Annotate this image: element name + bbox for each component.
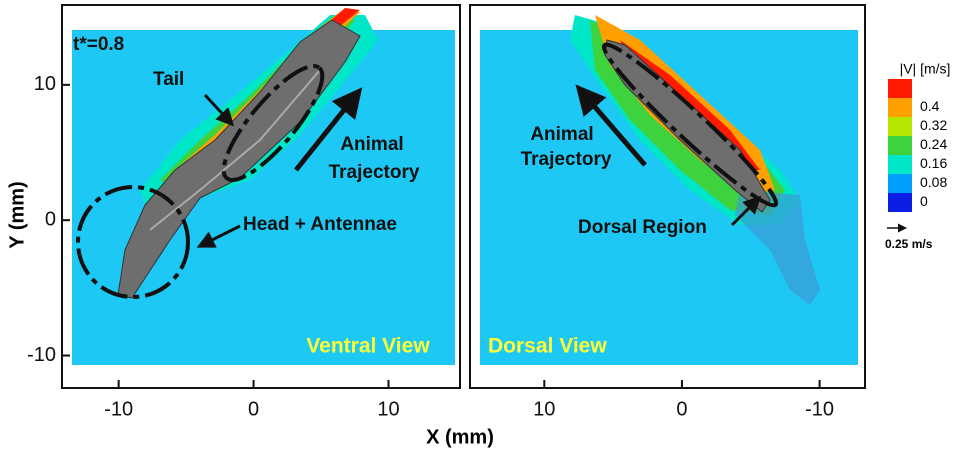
annotation: Animal: [530, 124, 593, 145]
colorbar-tick-label: 0: [920, 193, 928, 209]
x-tick-label: 10: [377, 398, 399, 420]
colorbar: 0.4 0.32 0.24 0.16 0.08 0: [888, 79, 947, 212]
reference-vector-label: 0.25 m/s: [885, 237, 933, 251]
x-tick-label: 0: [248, 398, 259, 420]
x-tick-label: 10: [533, 398, 555, 420]
colorbar-tick-label: 0.24: [920, 136, 947, 152]
y-tick-label: 10: [34, 73, 56, 95]
x-tick-label: 0: [676, 398, 687, 420]
colorbar-swatch: [888, 155, 912, 174]
annotation: Dorsal Region: [578, 217, 707, 238]
y-tick-label: -10: [27, 344, 56, 366]
colorbar-swatch: [888, 174, 912, 193]
y-axis-label: Y (mm): [6, 181, 28, 248]
annotation: Tail: [153, 69, 184, 90]
colorbar-tick-label: 0.32: [920, 117, 947, 133]
colorbar-swatch: [888, 79, 912, 98]
annotation: t*=0.8: [73, 34, 124, 55]
y-tick-label: 0: [45, 208, 56, 230]
colorbar-tick-label: 0.4: [920, 98, 940, 114]
x-tick-label: -10: [104, 398, 133, 420]
colorbar-tick-label: 0.08: [920, 174, 947, 190]
x-axis-label: X (mm): [426, 426, 494, 448]
annotation: Head + Antennae: [243, 214, 397, 235]
colorbar-swatch: [888, 117, 912, 136]
annotation: Animal: [340, 134, 403, 155]
figure: t*=0.8 Tail Head + Antennae Animal Traje…: [0, 0, 969, 453]
annotation: Trajectory: [521, 149, 612, 170]
panel-title: Dorsal View: [488, 335, 607, 358]
colorbar-title: |V| [m/s]: [900, 61, 951, 77]
annotation: Trajectory: [329, 162, 420, 183]
colorbar-swatch: [888, 193, 912, 212]
colorbar-swatch: [888, 98, 912, 117]
x-tick-label: -10: [805, 398, 834, 420]
colorbar-swatch: [888, 136, 912, 155]
colorbar-tick-label: 0.16: [920, 155, 947, 171]
panel-title: Ventral View: [306, 335, 430, 358]
